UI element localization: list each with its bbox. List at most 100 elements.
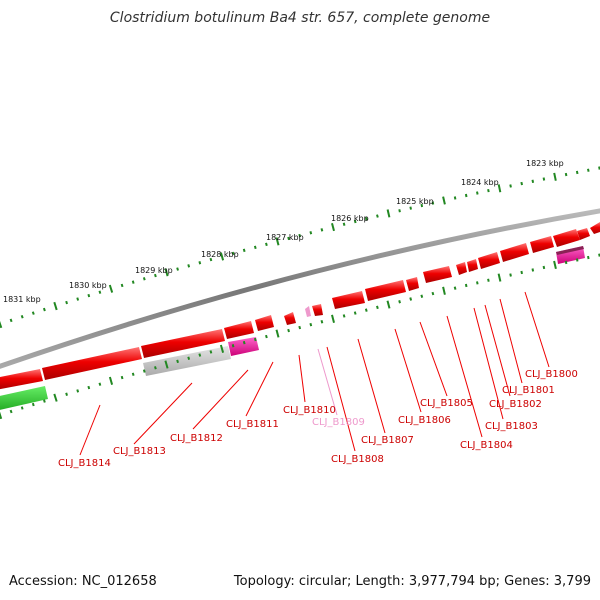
tick-label-1826: 1826 kbp xyxy=(331,214,369,223)
gene-label-1804[interactable]: CLJ_B1804 xyxy=(460,440,513,451)
inner-major-tick xyxy=(275,329,280,338)
outer-minor-tick xyxy=(353,219,357,224)
outer-minor-tick xyxy=(520,181,523,186)
inner-minor-tick xyxy=(120,375,124,380)
gene-label-1813[interactable]: CLJ_B1813 xyxy=(113,446,166,457)
rna-feature-1812[interactable] xyxy=(228,337,259,356)
outer-minor-tick xyxy=(453,196,457,200)
gene-label-1801[interactable]: CLJ_B1801 xyxy=(502,385,555,396)
outer-minor-tick xyxy=(509,184,512,188)
inner-minor-tick xyxy=(364,308,368,312)
tick-label-1825: 1825 kbp xyxy=(396,197,434,206)
outer-minor-tick xyxy=(309,231,313,235)
outer-minor-tick xyxy=(176,267,179,271)
inner-major-tick xyxy=(553,260,557,270)
accession-text: Accession: NC_012658 xyxy=(9,574,157,589)
gene-label-1805[interactable]: CLJ_B1805 xyxy=(420,398,473,409)
gene-feature-1802[interactable] xyxy=(530,236,554,253)
gene-feature-1803[interactable] xyxy=(500,243,529,262)
inner-minor-tick xyxy=(253,337,257,342)
gene-label-1802[interactable]: CLJ_B1802 xyxy=(489,399,542,410)
inner-minor-tick xyxy=(409,297,413,301)
outer-major-tick xyxy=(53,301,58,311)
gene-feature-1806b[interactable] xyxy=(365,280,406,301)
outer-minor-tick xyxy=(131,280,135,284)
outer-tick-ring xyxy=(0,166,600,329)
inner-minor-tick xyxy=(20,406,24,410)
outer-minor-tick xyxy=(98,290,102,294)
outer-minor-tick xyxy=(253,245,257,250)
gene-label-1806[interactable]: CLJ_B1806 xyxy=(398,415,451,426)
gene-feature-1804c[interactable] xyxy=(456,262,467,275)
outer-minor-tick xyxy=(376,214,379,218)
gene-label-1808[interactable]: CLJ_B1808 xyxy=(331,454,384,465)
outer-minor-tick xyxy=(398,209,401,213)
gene-label-1810[interactable]: CLJ_B1810 xyxy=(283,405,336,416)
gene-feature-1804b[interactable] xyxy=(467,259,478,272)
rna-feature-right-top[interactable] xyxy=(556,246,584,255)
inner-minor-tick xyxy=(453,286,457,290)
outer-minor-tick xyxy=(575,170,579,175)
gene-feature-right-edge[interactable] xyxy=(590,222,600,234)
tick-label-1827: 1827 kbp xyxy=(266,233,304,242)
gene-label-1814[interactable]: CLJ_B1814 xyxy=(58,458,111,469)
inner-minor-tick xyxy=(187,356,191,360)
inner-minor-tick xyxy=(309,322,313,327)
inner-minor-tick xyxy=(9,409,13,414)
pseudo-feature-1812[interactable] xyxy=(143,346,231,376)
inner-minor-tick xyxy=(298,325,302,330)
gene-label-1809[interactable]: CLJ_B1809 xyxy=(312,417,365,428)
outer-minor-tick xyxy=(265,242,268,247)
outer-minor-tick xyxy=(431,201,435,205)
gene-label-1800[interactable]: CLJ_B1800 xyxy=(525,369,578,380)
inner-minor-tick xyxy=(542,265,546,270)
inner-minor-tick xyxy=(154,366,157,370)
tick-label-1831: 1831 kbp xyxy=(3,295,41,304)
outer-major-tick xyxy=(386,209,391,218)
tick-labels: 1823 kbp 1824 kbp 1825 kbp 1826 kbp 1827… xyxy=(3,159,564,304)
gene-feature-1812a[interactable] xyxy=(224,321,254,339)
gene-feature-1801[interactable] xyxy=(553,229,580,247)
gene-label-1803[interactable]: CLJ_B1803 xyxy=(485,421,538,432)
gene-label-1812[interactable]: CLJ_B1812 xyxy=(170,433,223,444)
inner-minor-tick xyxy=(575,258,579,262)
gene-feature-1805[interactable] xyxy=(423,266,452,283)
gene-feature-1804a[interactable] xyxy=(478,252,500,269)
inner-major-tick xyxy=(386,300,391,309)
outer-minor-tick xyxy=(464,193,468,198)
gene-feature-1815[interactable] xyxy=(0,369,43,390)
inner-minor-tick xyxy=(587,255,590,260)
gene-feature-1807[interactable] xyxy=(332,291,365,309)
gene-feature-1800[interactable] xyxy=(577,228,590,240)
gene-feature-1806a[interactable] xyxy=(406,277,419,291)
inner-minor-tick xyxy=(31,402,35,407)
inner-tick-ring xyxy=(0,253,600,420)
outer-minor-tick xyxy=(198,261,202,265)
outer-minor-tick xyxy=(31,311,35,315)
tick-label-1828: 1828 kbp xyxy=(201,250,239,259)
gene-feature-1814[interactable] xyxy=(42,347,142,380)
inner-minor-tick xyxy=(564,260,568,265)
other-feature-1814[interactable] xyxy=(0,386,48,411)
outer-minor-tick xyxy=(542,177,546,181)
inner-minor-tick xyxy=(420,294,424,298)
outer-minor-tick xyxy=(120,283,124,288)
gene-feature-1808[interactable] xyxy=(312,304,323,316)
gene-label-1807[interactable]: CLJ_B1807 xyxy=(361,435,414,446)
outer-major-tick xyxy=(0,320,3,329)
outer-major-tick xyxy=(219,252,225,261)
inner-minor-tick xyxy=(65,392,68,396)
forward-strand-features xyxy=(0,222,600,390)
inner-minor-tick xyxy=(231,344,235,348)
gene-label-1811[interactable]: CLJ_B1811 xyxy=(226,419,279,430)
gene-feature-1810[interactable] xyxy=(284,312,296,325)
gene-feature-1809[interactable] xyxy=(305,306,311,317)
gene-feature-1811[interactable] xyxy=(255,315,274,331)
inner-major-tick xyxy=(331,314,335,323)
gene-feature-1813[interactable] xyxy=(141,329,225,358)
inner-minor-tick xyxy=(209,350,213,354)
outer-minor-tick xyxy=(476,191,479,195)
inner-minor-tick xyxy=(98,382,102,386)
tick-label-1830: 1830 kbp xyxy=(69,281,107,290)
